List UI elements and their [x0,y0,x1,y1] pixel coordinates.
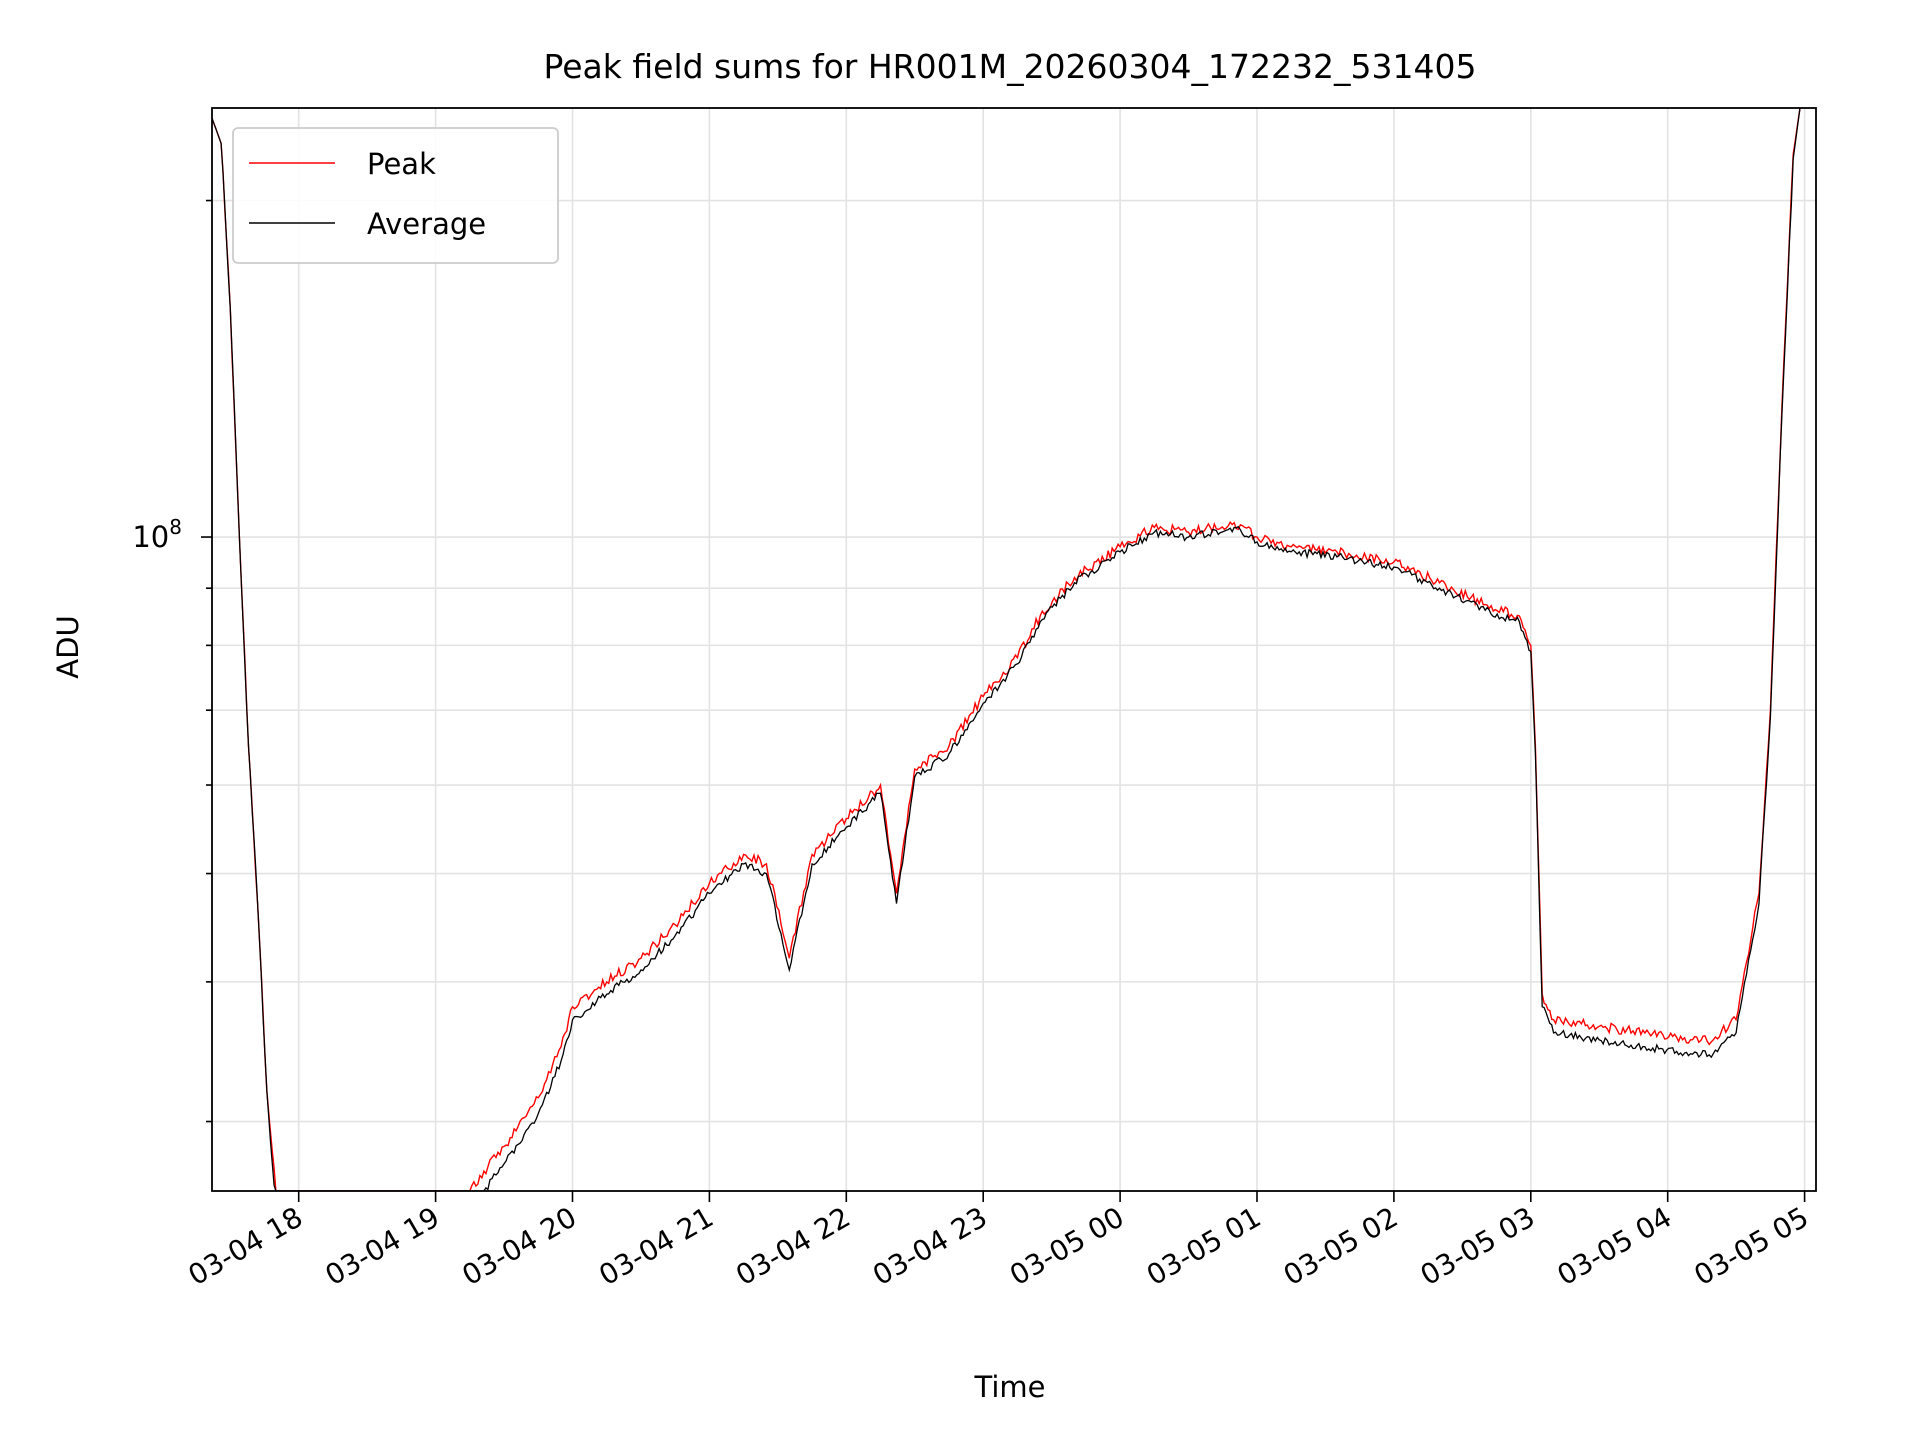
legend-label-peak: Peak [367,147,436,181]
y-tick-label-exp: 8 [169,515,182,539]
grid [212,108,1816,1191]
plot-frame [211,107,1817,1192]
y-axis-label: ADU [51,615,85,678]
legend-box [232,127,559,264]
legend: Peak Average [232,127,559,264]
y-tick-label: 108 [132,515,182,554]
series-lines [212,108,1801,1191]
legend-label-average: Average [367,207,486,241]
chart-title: Peak field sums for HR001M_20260304_1722… [544,47,1477,86]
y-tick-label-base: 10 [132,520,169,554]
series-line-average [212,108,1801,1191]
x-axis-label: Time [974,1370,1046,1404]
